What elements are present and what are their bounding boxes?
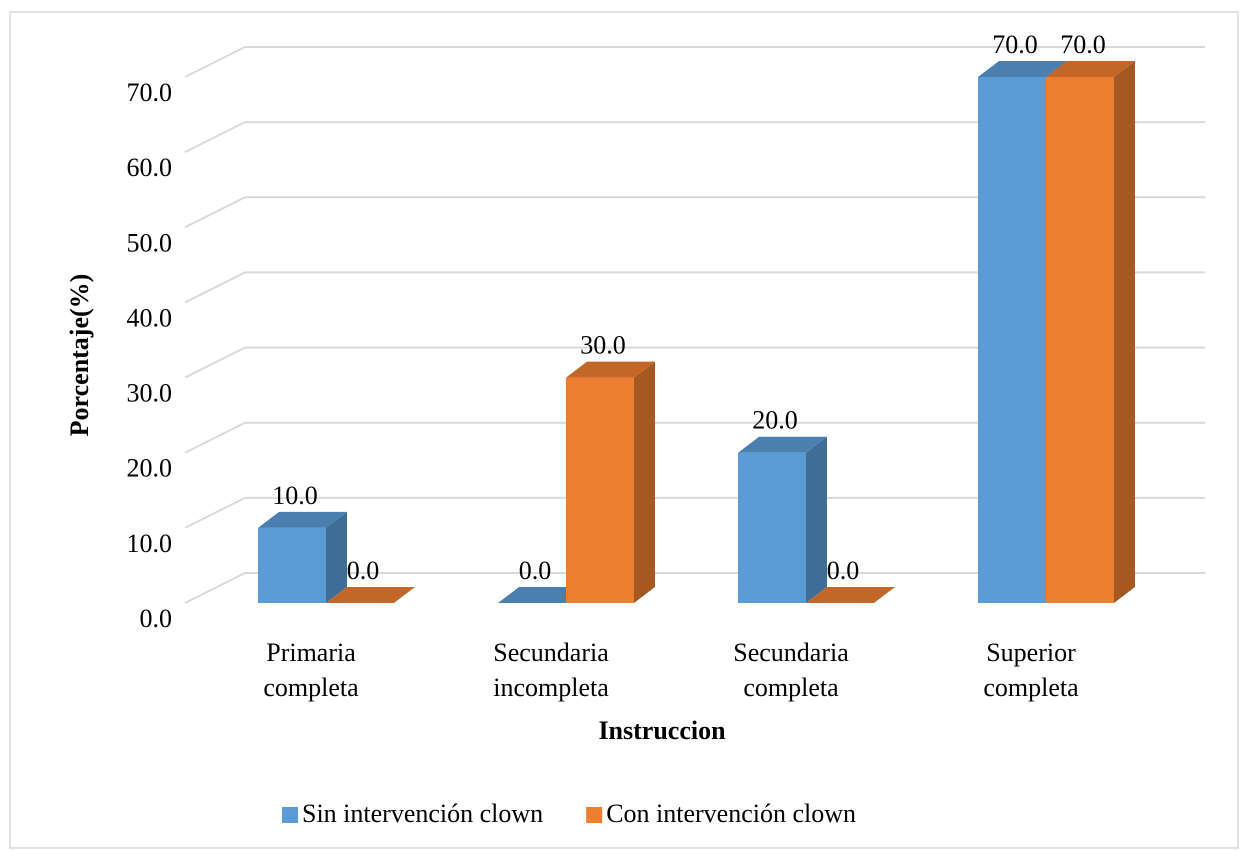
y-tick-label: 60.0 [127, 153, 173, 182]
grid-line [184, 46, 1205, 78]
bar-top [978, 61, 1067, 77]
bar-side [634, 361, 655, 603]
y-tick-label: 10.0 [127, 529, 173, 558]
data-label: 70.0 [1060, 30, 1106, 59]
bar [566, 361, 655, 603]
data-label: 0.0 [347, 556, 380, 585]
data-label: 70.0 [992, 30, 1038, 59]
bar-top [806, 587, 895, 603]
grid-line [184, 572, 1205, 604]
bar [738, 436, 827, 603]
x-tick-label: Primaria completa [263, 638, 359, 702]
bar-top [738, 436, 827, 453]
bar-side [806, 436, 827, 603]
y-tick-label: 40.0 [127, 303, 173, 332]
legend-swatch [282, 807, 298, 823]
grid-line [184, 346, 1205, 379]
data-label: 20.0 [752, 406, 798, 435]
grid-line [184, 496, 1205, 529]
y-axis-title: Porcentaje(%) [65, 274, 94, 437]
bar [258, 511, 347, 603]
data-label: 30.0 [580, 331, 626, 360]
x-tick-label: Secundaria incompleta [493, 638, 609, 702]
bar-top [498, 587, 587, 603]
y-tick-label: 20.0 [127, 454, 173, 483]
bar-side [1114, 61, 1135, 603]
bar-top [566, 361, 655, 378]
bar-side [326, 511, 347, 603]
bar-front [738, 452, 806, 603]
bar-front [258, 527, 326, 603]
y-tick-label: 70.0 [127, 78, 173, 107]
legend-label: Con intervención clown [606, 799, 856, 828]
legend-label: Sin intervención clown [302, 799, 543, 828]
bar-front [1046, 77, 1114, 603]
y-tick-label: 30.0 [127, 379, 173, 408]
data-label: 10.0 [272, 481, 318, 510]
bar [326, 587, 415, 603]
bar [498, 587, 587, 603]
bar-top [326, 587, 415, 603]
grid-line [184, 196, 1205, 229]
y-tick-label: 0.0 [140, 604, 173, 633]
grid-line [184, 271, 1205, 304]
bar-front [978, 77, 1046, 603]
bar [806, 587, 895, 603]
grid-line [184, 421, 1205, 454]
legend-swatch [586, 807, 603, 823]
x-tick-label: Superior completa [983, 638, 1079, 702]
data-label: 0.0 [519, 556, 552, 585]
data-label: 0.0 [827, 556, 860, 585]
x-tick-label: Secundaria completa [733, 638, 849, 702]
x-axis-title: Instruccion [598, 716, 726, 745]
bar [1046, 61, 1135, 603]
bar-top [1046, 61, 1135, 77]
bar-front [566, 377, 634, 603]
y-tick-label: 50.0 [127, 228, 173, 257]
bar-top [258, 511, 347, 528]
grid-line [184, 121, 1205, 154]
